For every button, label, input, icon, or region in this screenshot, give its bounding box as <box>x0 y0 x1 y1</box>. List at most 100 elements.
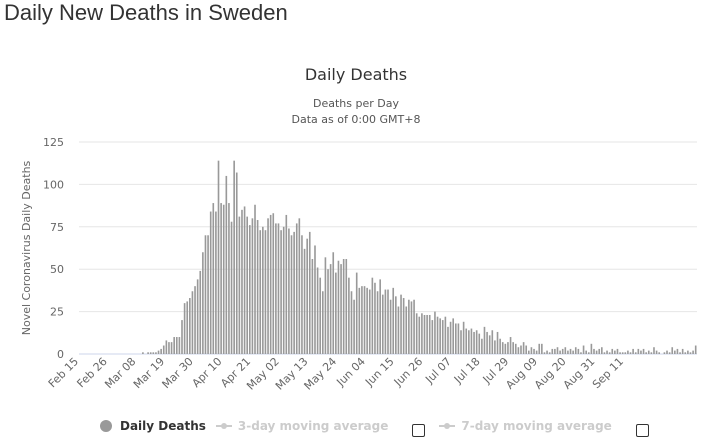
bar <box>157 350 160 354</box>
bar <box>155 352 157 354</box>
bar <box>342 259 345 354</box>
bar <box>478 333 481 354</box>
3day-average-checkbox[interactable] <box>412 423 426 437</box>
bar <box>301 235 303 354</box>
bar <box>585 350 587 354</box>
x-tick-label: Mar 08 <box>102 355 138 391</box>
bar <box>687 350 689 354</box>
bar <box>468 330 470 354</box>
bar <box>355 272 358 354</box>
bar <box>441 320 444 354</box>
bar <box>295 223 298 354</box>
bar <box>614 350 616 354</box>
bar <box>298 218 301 354</box>
bar <box>629 352 632 354</box>
bar <box>653 347 655 354</box>
bar <box>501 342 504 354</box>
bar <box>264 230 267 354</box>
chart-subtitle-line1: Deaths per Day <box>313 97 399 110</box>
bar <box>462 321 465 354</box>
bar <box>632 348 634 354</box>
bar <box>634 352 637 354</box>
y-axis-label: Novel Coronavirus Daily Deaths <box>20 160 33 335</box>
bar <box>650 352 653 354</box>
bar <box>408 299 410 354</box>
bar <box>415 313 418 354</box>
bar <box>256 220 259 354</box>
bar <box>371 277 374 354</box>
x-tick-label: May 24 <box>302 355 340 393</box>
bar <box>465 328 468 354</box>
bar <box>580 352 582 354</box>
bar <box>645 352 647 354</box>
bar <box>436 316 439 354</box>
bar <box>225 175 228 354</box>
bar <box>517 347 520 354</box>
bar <box>196 279 199 354</box>
y-tick-label: 100 <box>43 178 64 191</box>
bar <box>603 352 606 354</box>
bar <box>546 350 548 354</box>
bar <box>627 350 629 354</box>
bar <box>243 206 246 354</box>
bar <box>574 347 577 354</box>
bar <box>267 218 269 354</box>
bar <box>587 352 590 354</box>
bar <box>254 204 256 354</box>
bar <box>314 245 316 354</box>
7day-average-checkbox[interactable] <box>635 423 649 437</box>
bar <box>647 350 650 354</box>
bar <box>593 348 595 354</box>
bar <box>381 294 384 354</box>
bar <box>692 350 694 354</box>
bar <box>611 348 614 354</box>
bar <box>288 228 290 354</box>
legend-item-3day-average[interactable]: 3-day moving average <box>215 419 388 433</box>
legend-item-daily-deaths[interactable]: Daily Deaths <box>100 419 206 433</box>
bar <box>499 338 501 354</box>
bar <box>181 320 183 354</box>
bar <box>282 226 285 354</box>
legend-item-7day-average[interactable]: 7-day moving average <box>439 419 612 433</box>
bar <box>202 252 204 354</box>
bar <box>572 350 574 354</box>
bar <box>619 352 621 354</box>
bar <box>447 326 449 354</box>
bar <box>410 301 413 354</box>
bar <box>186 301 189 354</box>
bar <box>400 294 402 354</box>
bar <box>269 214 272 354</box>
bar <box>397 306 400 354</box>
bar <box>655 350 658 354</box>
bar <box>217 160 220 354</box>
bar <box>569 348 572 354</box>
chart-title: Daily Deaths <box>305 65 407 84</box>
y-tick-label: 25 <box>50 306 64 319</box>
bar <box>322 291 324 354</box>
bar <box>353 299 355 354</box>
bar <box>640 350 642 354</box>
chart-subtitle-line2: Data as of 0:00 GMT+8 <box>292 113 421 126</box>
bar <box>204 235 207 354</box>
bar <box>308 231 311 354</box>
bar <box>535 350 538 354</box>
bar <box>525 345 528 354</box>
bar <box>642 348 645 354</box>
x-tick-label: Sep 11 <box>590 355 626 391</box>
bar <box>379 279 381 354</box>
bar <box>316 267 319 354</box>
bar <box>376 291 379 354</box>
bar <box>449 321 452 354</box>
bar <box>183 303 186 354</box>
bar <box>165 340 168 354</box>
bar <box>290 235 293 354</box>
bar <box>520 345 522 354</box>
bar <box>368 289 371 354</box>
bar <box>162 345 165 354</box>
bar <box>348 277 350 354</box>
bar <box>598 348 601 354</box>
bar <box>246 216 248 354</box>
bar <box>248 225 251 354</box>
bar <box>689 352 692 354</box>
